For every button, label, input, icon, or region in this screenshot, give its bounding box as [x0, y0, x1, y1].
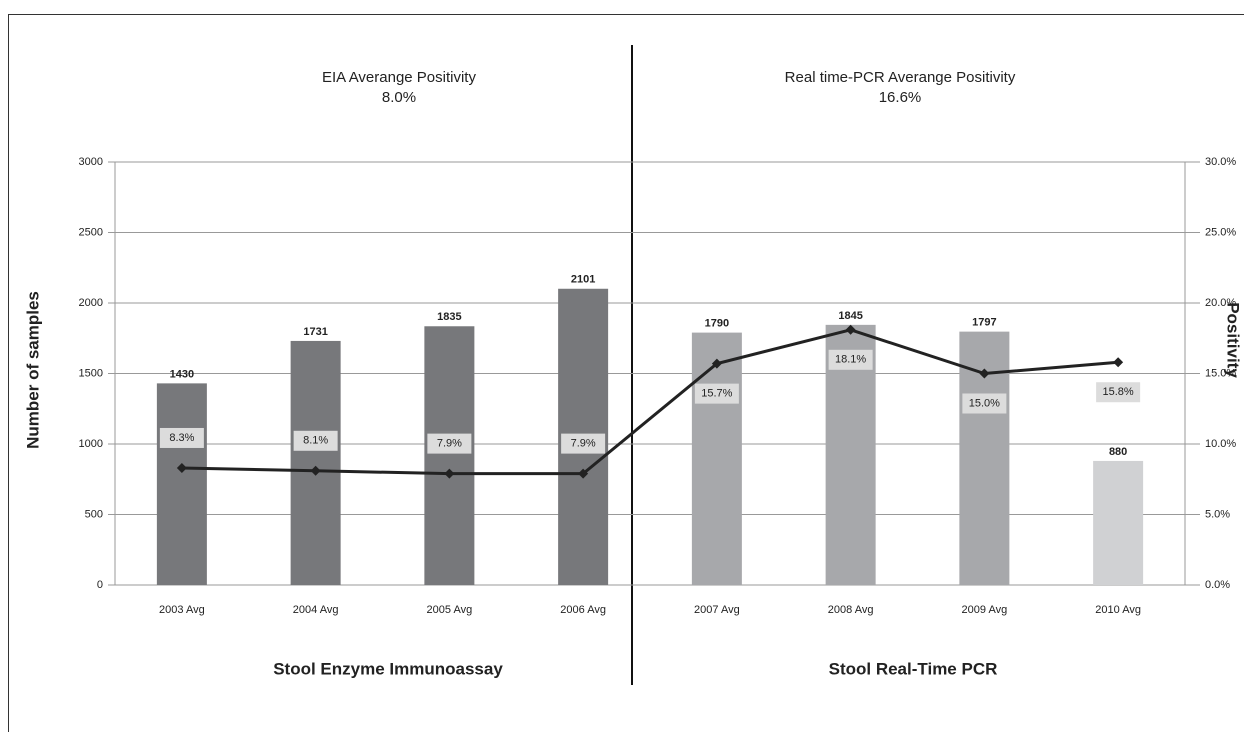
line-marker: [444, 468, 455, 479]
bar-value-label: 880: [1109, 446, 1127, 458]
bar-value-label: 1835: [437, 311, 461, 323]
line-value-label: 8.3%: [169, 432, 194, 444]
x-tick-label: 2004 Avg: [293, 604, 339, 616]
line-marker: [1113, 357, 1124, 368]
bar-value-label: 1430: [170, 368, 194, 380]
y2-tick-label: 15.0%: [1205, 367, 1236, 379]
line-value-label: 18.1%: [835, 354, 866, 366]
annotation: EIA Averange Positivity: [322, 69, 476, 86]
bar: [290, 340, 341, 585]
value-label-box: [427, 433, 472, 454]
line-marker: [711, 358, 722, 369]
y-tick-label: 3000: [79, 156, 103, 168]
y2-tick-label: 5.0%: [1205, 508, 1230, 520]
value-label-box: [694, 383, 739, 404]
line-marker: [845, 324, 856, 335]
y-tick-label: 2000: [79, 297, 103, 309]
group-label: Stool Enzyme Immunoassay: [273, 659, 503, 678]
y-tick-label: 2500: [79, 226, 103, 238]
value-label-box: [561, 433, 606, 454]
value-label-box: [962, 393, 1007, 414]
line-value-label: 7.9%: [571, 438, 596, 450]
annotation: 8.0%: [382, 89, 416, 106]
annotation: 16.6%: [879, 89, 922, 106]
line-marker: [979, 368, 990, 379]
y-axis-label: Number of samples: [23, 291, 42, 449]
value-label-box: [1096, 382, 1141, 403]
y-tick-label: 500: [85, 508, 103, 520]
bar-value-label: 1731: [303, 326, 327, 338]
y2-tick-label: 0.0%: [1205, 579, 1230, 591]
x-tick-label: 2007 Avg: [694, 604, 740, 616]
value-label-box: [828, 349, 873, 370]
line-value-label: 8.1%: [303, 435, 328, 447]
x-tick-label: 2010 Avg: [1095, 604, 1141, 616]
bar: [156, 383, 207, 585]
bar: [1093, 460, 1144, 585]
bar-value-label: 2101: [571, 274, 595, 286]
line-value-label: 15.8%: [1103, 386, 1134, 398]
line: [181, 328, 1119, 476]
x-tick-label: 2005 Avg: [427, 604, 473, 616]
value-label-box: [293, 430, 338, 451]
x-tick-label: 2003 Avg: [159, 604, 205, 616]
y-tick-label: 1500: [79, 367, 103, 379]
y2-axis-label: Positivity: [1224, 302, 1243, 378]
y-tick-label: 1000: [79, 438, 103, 450]
x-tick-label: 2006 Avg: [560, 604, 606, 616]
line-value-label: 15.0%: [969, 397, 1000, 409]
line-value-label: 15.7%: [701, 388, 732, 400]
y2-tick-label: 30.0%: [1205, 156, 1236, 168]
y-tick-label: 0: [97, 579, 103, 591]
line-marker: [578, 468, 589, 479]
line-marker: [310, 465, 321, 476]
bar-value-label: 1845: [838, 310, 862, 322]
x-tick-label: 2008 Avg: [828, 604, 874, 616]
group-label: Stool Real-Time PCR: [829, 659, 998, 678]
line-value-label: 7.9%: [437, 438, 462, 450]
x-tick-label: 2009 Avg: [962, 604, 1008, 616]
bar-value-label: 1797: [972, 317, 996, 329]
y2-tick-label: 10.0%: [1205, 438, 1236, 450]
bar: [424, 326, 475, 585]
line-marker: [176, 462, 187, 473]
y2-tick-label: 25.0%: [1205, 226, 1236, 238]
y2-tick-label: 20.0%: [1205, 297, 1236, 309]
annotation: Real time-PCR Averange Positivity: [785, 69, 1016, 86]
value-label-box: [159, 427, 204, 448]
bar-value-label: 1790: [705, 318, 729, 330]
bar: [691, 332, 742, 585]
chart-frame: [8, 14, 1244, 732]
